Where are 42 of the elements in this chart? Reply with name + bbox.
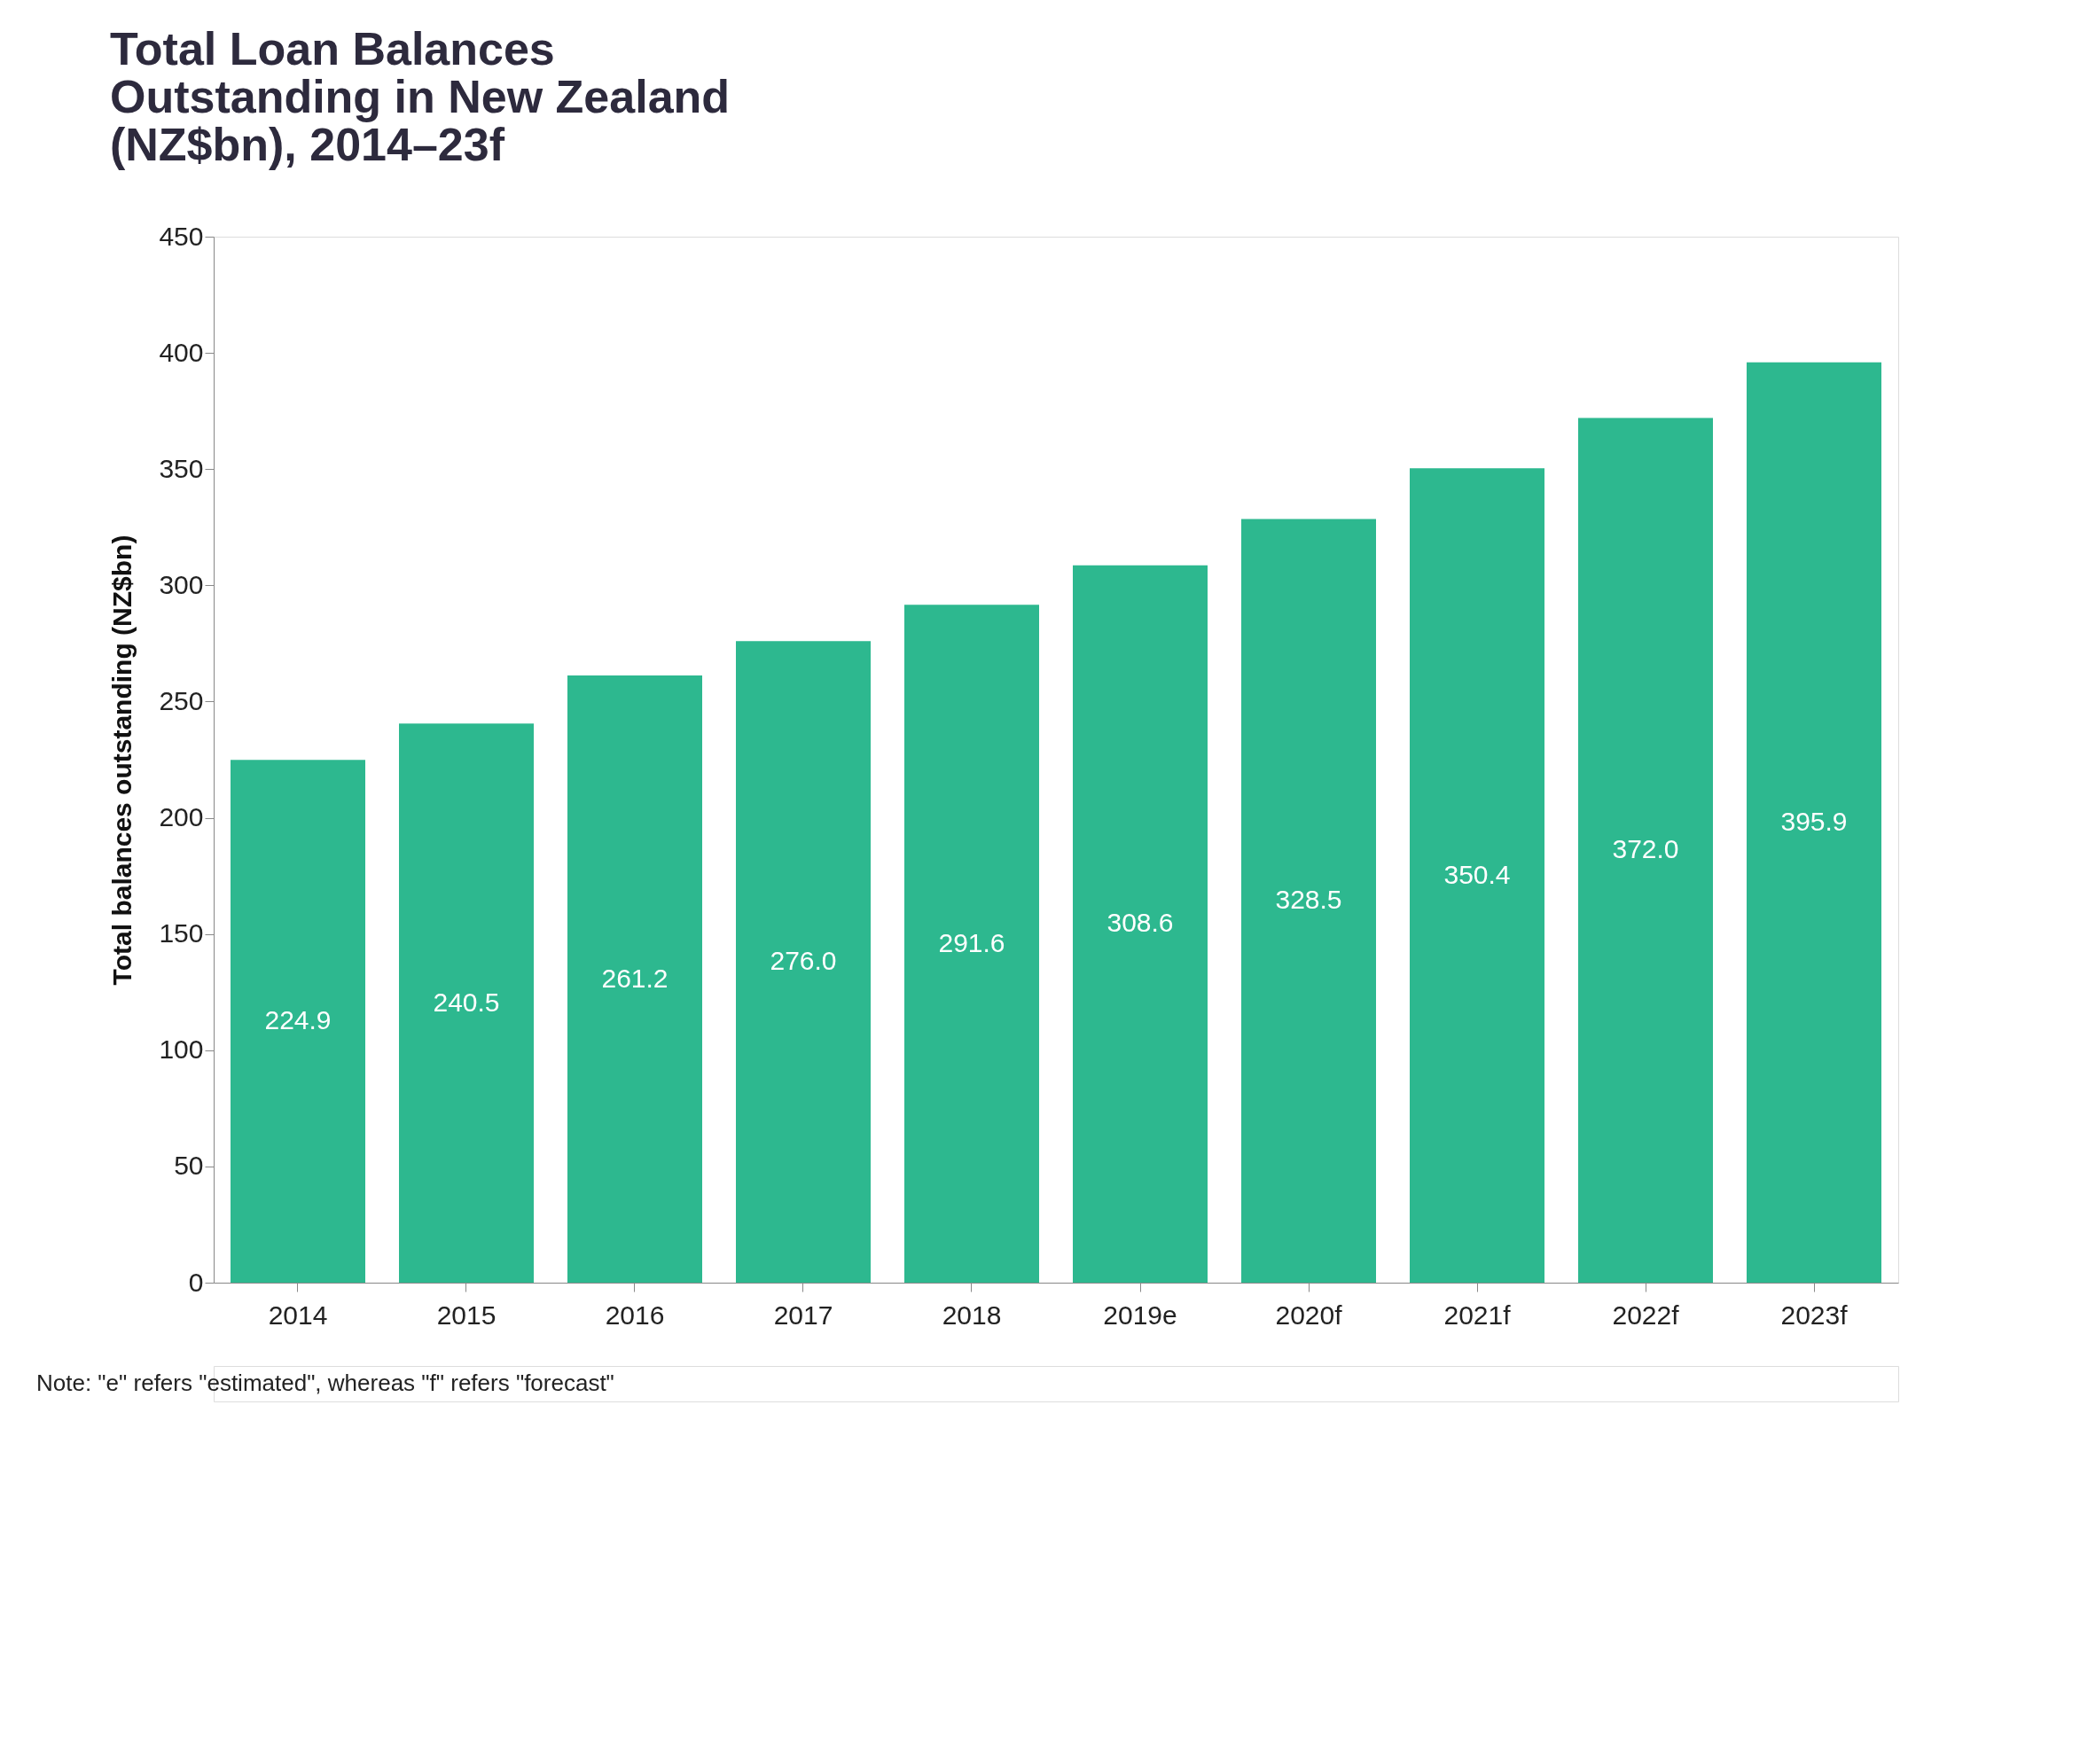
y-tick-label: 0 bbox=[188, 1267, 204, 1297]
y-axis-title: Total balances outstanding (NZ$bn) bbox=[107, 535, 137, 986]
bar bbox=[1578, 418, 1713, 1283]
data-label: 328.5 bbox=[1275, 885, 1342, 915]
data-label: 308.6 bbox=[1106, 908, 1174, 938]
x-tick-label: 2022f bbox=[1612, 1300, 1680, 1330]
data-label: 240.5 bbox=[433, 987, 500, 1017]
data-label: 291.6 bbox=[938, 927, 1005, 957]
data-label: 395.9 bbox=[1780, 806, 1848, 836]
x-tick-label: 2016 bbox=[605, 1300, 665, 1330]
bar bbox=[1410, 468, 1544, 1283]
bar bbox=[904, 605, 1039, 1283]
x-tick-label: 2023f bbox=[1780, 1300, 1849, 1330]
x-tick-label: 2017 bbox=[773, 1300, 833, 1330]
y-tick-label: 200 bbox=[159, 802, 204, 832]
bar bbox=[1073, 565, 1208, 1283]
x-tick-label: 2021f bbox=[1443, 1300, 1512, 1330]
x-tick-label: 2014 bbox=[268, 1300, 328, 1330]
y-tick-label: 450 bbox=[159, 221, 204, 251]
y-tick-label: 150 bbox=[159, 918, 204, 948]
y-tick-label: 100 bbox=[159, 1034, 204, 1065]
x-tick-label: 2020f bbox=[1275, 1300, 1343, 1330]
data-label: 372.0 bbox=[1612, 834, 1679, 864]
bar bbox=[1747, 362, 1881, 1283]
x-tick-label: 2018 bbox=[942, 1300, 1002, 1330]
bar bbox=[399, 723, 534, 1283]
text: Note: "e" refers "estimated", whereas "f" refers "forecast" bbox=[36, 1370, 614, 1396]
data-label: 261.2 bbox=[601, 963, 669, 993]
x-tick-label: 2019e bbox=[1103, 1300, 1177, 1330]
data-label: 276.0 bbox=[770, 946, 837, 976]
data-label: 350.4 bbox=[1443, 859, 1511, 889]
y-tick-label: 400 bbox=[159, 337, 204, 367]
bar bbox=[231, 760, 365, 1283]
data-label: 224.9 bbox=[264, 1005, 332, 1035]
bar bbox=[567, 675, 702, 1283]
y-tick-label: 50 bbox=[174, 1151, 204, 1181]
y-tick-label: 300 bbox=[159, 569, 204, 599]
bar bbox=[736, 641, 871, 1283]
y-tick-label: 250 bbox=[159, 685, 204, 715]
bar bbox=[1241, 519, 1376, 1283]
y-tick-label: 350 bbox=[159, 453, 204, 483]
x-tick-label: 2015 bbox=[436, 1300, 497, 1330]
